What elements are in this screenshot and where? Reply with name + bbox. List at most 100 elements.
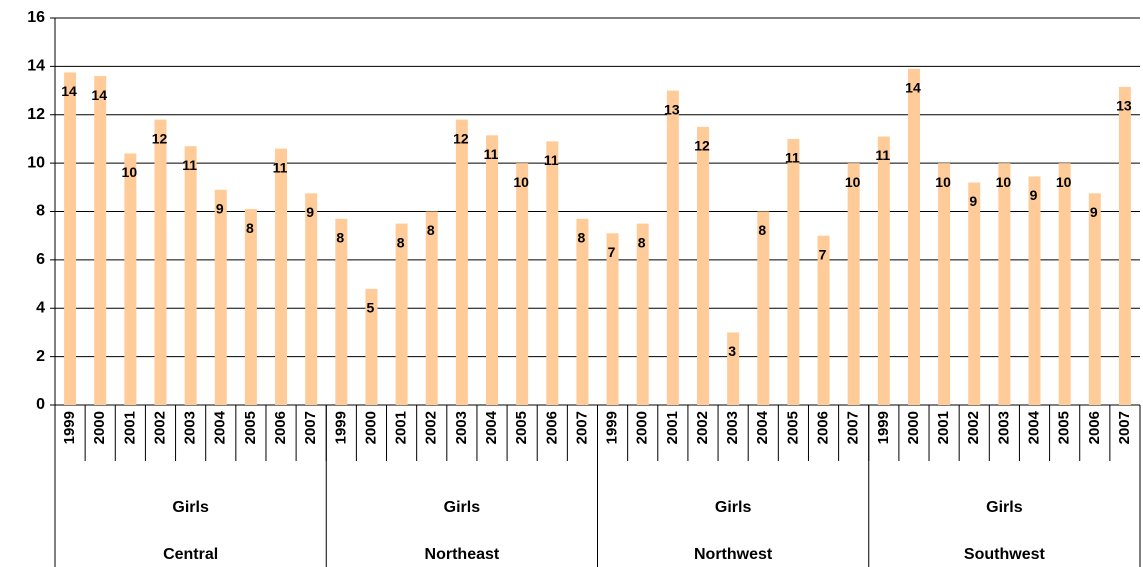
bar <box>696 126 709 405</box>
x-tick-label: 2003 <box>995 411 1012 444</box>
bar <box>335 218 348 405</box>
x-tick-label: 2006 <box>543 411 560 444</box>
bar <box>907 68 920 405</box>
x-tick-label: 2003 <box>182 411 199 444</box>
data-label: 14 <box>91 87 107 103</box>
x-tick-label: 2002 <box>694 411 711 444</box>
bar <box>1058 163 1071 405</box>
x-tick-label: 2002 <box>151 411 168 444</box>
bar <box>606 233 619 405</box>
y-tick-label: 8 <box>36 203 45 220</box>
bar <box>425 211 438 405</box>
data-label: 10 <box>513 174 529 190</box>
bar <box>395 223 408 405</box>
data-label: 12 <box>453 130 469 146</box>
bar <box>1088 193 1101 405</box>
x-tick-label: 2007 <box>1116 411 1133 444</box>
group-label: Southwest <box>964 546 1046 563</box>
data-label: 8 <box>578 229 586 245</box>
data-label: 10 <box>1056 174 1072 190</box>
bar <box>727 332 740 405</box>
y-tick-label: 0 <box>36 396 45 413</box>
data-label: 11 <box>544 152 559 168</box>
bar <box>214 189 227 405</box>
data-label: 8 <box>397 234 405 250</box>
bar <box>938 163 951 405</box>
bar <box>275 148 288 406</box>
group-label: Central <box>163 546 218 563</box>
x-tick-label: 2007 <box>573 411 590 444</box>
bar <box>576 218 589 405</box>
data-label: 10 <box>996 174 1012 190</box>
bar <box>184 146 197 405</box>
x-tick-label: 2001 <box>935 411 952 444</box>
bar <box>757 211 770 405</box>
x-tick-label: 2001 <box>664 411 681 444</box>
data-label: 5 <box>367 300 375 316</box>
data-label: 13 <box>1116 98 1132 114</box>
x-tick-label: 2006 <box>272 411 289 444</box>
x-tick-label: 2007 <box>302 411 319 444</box>
x-tick-label: 2007 <box>845 411 862 444</box>
x-tick-label: 2001 <box>393 411 410 444</box>
x-tick-label: 1999 <box>604 411 621 444</box>
data-label: 8 <box>427 222 435 238</box>
x-tick-label: 2003 <box>724 411 741 444</box>
data-label: 12 <box>152 130 168 146</box>
data-label: 8 <box>246 220 254 236</box>
bar <box>968 182 981 405</box>
x-tick-label: 2000 <box>634 411 651 444</box>
x-tick-label: 2000 <box>362 411 379 444</box>
group-sublabel: Girls <box>172 499 209 516</box>
y-tick-label: 10 <box>27 154 45 171</box>
bar <box>154 119 167 406</box>
y-tick-label: 6 <box>36 251 45 268</box>
group-label: Northeast <box>425 546 500 563</box>
bar <box>124 153 137 405</box>
bar <box>787 138 800 405</box>
x-tick-label: 2000 <box>905 411 922 444</box>
bar <box>244 209 257 405</box>
x-tick-label: 2004 <box>212 410 229 444</box>
bar <box>1118 86 1131 405</box>
y-tick-label: 4 <box>36 299 45 316</box>
x-tick-label: 1999 <box>875 411 892 444</box>
y-tick-label: 14 <box>27 58 45 75</box>
data-label: 13 <box>664 101 680 117</box>
bar <box>666 90 679 405</box>
bar <box>516 163 529 405</box>
x-tick-label: 2000 <box>91 411 108 444</box>
x-tick-label: 2001 <box>121 411 138 444</box>
data-label: 12 <box>694 138 710 154</box>
data-label: 11 <box>273 159 288 175</box>
data-label: 9 <box>306 204 314 220</box>
data-label: 8 <box>638 234 646 250</box>
data-label: 11 <box>875 147 890 163</box>
data-label: 8 <box>758 222 766 238</box>
bar <box>998 163 1011 405</box>
x-tick-label: 1999 <box>61 411 78 444</box>
group-sublabel: Girls <box>444 499 481 516</box>
data-label: 7 <box>608 244 616 260</box>
y-tick-label: 16 <box>27 9 45 26</box>
group-sublabel: Girls <box>986 499 1023 516</box>
x-tick-label: 2004 <box>483 410 500 444</box>
x-tick-label: 2005 <box>513 411 530 444</box>
data-label: 10 <box>935 174 951 190</box>
bar <box>817 235 830 405</box>
x-tick-label: 2006 <box>1086 411 1103 444</box>
data-label: 10 <box>122 164 138 180</box>
x-tick-label: 2005 <box>242 411 259 444</box>
y-tick-label: 12 <box>27 106 45 123</box>
x-tick-label: 2004 <box>1025 410 1042 444</box>
x-tick-label: 2002 <box>965 411 982 444</box>
bar <box>847 163 860 405</box>
x-tick-label: 2005 <box>1056 411 1073 444</box>
bar <box>64 72 77 405</box>
data-label: 14 <box>905 79 921 95</box>
x-tick-label: 2004 <box>754 410 771 444</box>
data-label: 14 <box>61 83 77 99</box>
x-tick-label: 2003 <box>453 411 470 444</box>
group-sublabel: Girls <box>715 499 752 516</box>
